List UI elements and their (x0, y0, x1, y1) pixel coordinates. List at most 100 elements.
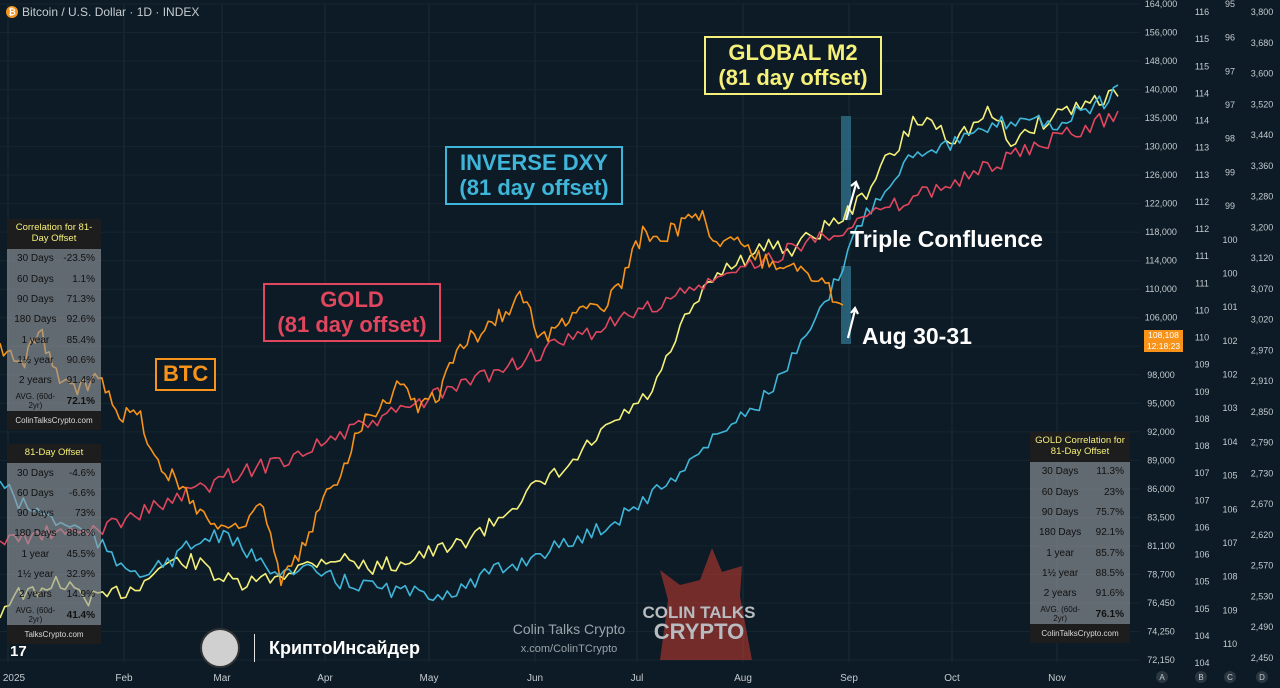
chart-title: Bitcoin / U.S. Dollar · 1D · INDEX (22, 5, 200, 19)
y-tick-gold: 3,070 (1251, 284, 1274, 294)
current-price-time: 12:18:23 (1146, 341, 1181, 351)
y-tick-m2: 114 (1195, 88, 1209, 98)
x-tick-label: Apr (317, 673, 333, 684)
table-row: 180 Days 92.1% (1030, 523, 1130, 543)
y-tick-dxy: 104 (1222, 437, 1237, 447)
y-tick-dxy: 102 (1222, 336, 1237, 346)
y-tick-m2: 107 (1194, 495, 1209, 505)
x-tick-label: 2025 (3, 673, 26, 684)
table-row: 2 years 91.6% (1030, 584, 1130, 604)
table-row: 1½ year 32.9% (7, 564, 101, 584)
annotation-arrows (660, 180, 861, 660)
table-avg-row: AVG. (60d-2yr) 41.4% (7, 605, 101, 625)
highlight-bar-confluence (841, 116, 851, 220)
row-value: 23% (1103, 486, 1124, 498)
axis-letter: D (1259, 673, 1265, 682)
row-label: 2 years (18, 589, 52, 601)
y-tick-m2: 113 (1195, 143, 1209, 153)
row-label: 1½ year (17, 569, 54, 581)
avg-label: AVG. (60d-2yr) (15, 606, 56, 625)
axis-letter-badge[interactable] (1224, 671, 1236, 683)
chart-header: ₿ Bitcoin / U.S. Dollar · 1D · INDEX (6, 5, 199, 19)
row-label: 90 Days (1041, 507, 1079, 519)
y-tick-btc: 92,000 (1147, 427, 1175, 437)
x-tick-label: May (420, 673, 439, 684)
y-tick-gold: 2,530 (1251, 591, 1274, 601)
y-tick-gold: 2,730 (1251, 468, 1274, 478)
y-tick-dxy: 105 (1222, 471, 1237, 481)
current-price-tag: 108,108 12:18:23 (1144, 330, 1183, 352)
y-tick-dxy: 109 (1222, 605, 1237, 615)
y-tick-dxy: 107 (1222, 538, 1237, 548)
table-header: 81-Day Offset (7, 444, 101, 463)
x-tick-label: Jun (527, 673, 543, 684)
avg-value: 76.1% (1095, 608, 1124, 620)
y-tick-btc: 106,000 (1145, 313, 1178, 323)
row-value: 92.6% (66, 314, 95, 326)
table-dxy-correlation: 81-Day Offset 30 Days -4.6% 60 Days -6.6% 90 … (7, 444, 101, 645)
y-tick-gold: 3,680 (1251, 38, 1274, 48)
y-tick-m2: 107 (1194, 468, 1209, 478)
axis-letter-badge[interactable] (1195, 671, 1207, 683)
y-tick-btc: 76,450 (1147, 598, 1175, 608)
axis-letter-badge[interactable] (1156, 671, 1168, 683)
row-value: 1.1% (72, 273, 95, 285)
row-label: 30 Days (1041, 466, 1079, 478)
footer-brand: КриптоИнсайдер (200, 628, 420, 668)
row-label: 1½ year (1042, 567, 1079, 579)
row-value: 90.6% (66, 354, 95, 366)
y-tick-gold: 2,490 (1251, 622, 1274, 632)
y-tick-m2: 114 (1195, 116, 1209, 126)
y-tick-btc: 72,150 (1147, 655, 1175, 665)
y-tick-dxy: 96 (1225, 33, 1235, 43)
highlight-bar-aug (841, 266, 851, 344)
y-tick-dxy: 97 (1225, 100, 1235, 110)
y-tick-btc: 156,000 (1145, 28, 1178, 38)
y-tick-gold: 3,360 (1251, 161, 1274, 171)
row-value: 91.4% (66, 375, 95, 387)
avg-value: 41.4% (66, 609, 95, 621)
y-tick-m2: 104 (1194, 658, 1209, 668)
y-tick-gold: 3,520 (1251, 99, 1274, 109)
table-row: 90 Days 71.3% (7, 289, 101, 309)
y-tick-m2: 116 (1195, 7, 1209, 17)
y-tick-gold: 2,850 (1251, 407, 1274, 417)
y-tick-dxy: 103 (1222, 403, 1237, 413)
avg-label: AVG. (60d-2yr) (1040, 605, 1080, 624)
y-tick-m2: 108 (1194, 441, 1209, 451)
label-global-m2-line2: (81 day offset) (718, 64, 868, 90)
watermark-name: Colin Talks Crypto (512, 621, 626, 637)
table-row: 2 years 91.4% (7, 371, 101, 391)
y-tick-m2: 113 (1195, 170, 1209, 180)
y-tick-btc: 95,000 (1147, 398, 1175, 408)
y-tick-m2: 115 (1195, 61, 1209, 71)
row-value: 88.5% (1095, 567, 1124, 579)
table-footer: ColinTalksCrypto.com (1030, 624, 1130, 644)
table-row: 1½ year 88.5% (1030, 563, 1130, 583)
y-tick-btc: 118,000 (1145, 227, 1177, 237)
x-tick-label: Feb (115, 673, 133, 684)
row-value: 32.9% (66, 569, 95, 581)
row-label: 180 Days (14, 528, 57, 540)
table-row: 180 Days 88.8% (7, 524, 101, 544)
axis-letter-badge[interactable] (1256, 671, 1268, 683)
label-global-m2: GLOBAL M2 (81 day offset) (704, 36, 882, 96)
y-tick-gold: 2,450 (1251, 653, 1274, 663)
watermark-logo-line2: CRYPTO (653, 619, 745, 644)
table-row: 90 Days 73% (7, 504, 101, 524)
row-value: 45.5% (66, 548, 95, 560)
tradingview-logo-icon[interactable]: 17 (10, 643, 27, 660)
row-value: 75.7% (1095, 507, 1124, 519)
y-tick-dxy: 97 (1225, 66, 1235, 76)
row-label: 180 Days (1038, 527, 1082, 539)
row-label: 1 year (21, 334, 50, 346)
y-tick-dxy: 99 (1225, 201, 1235, 211)
row-value: -6.6% (68, 487, 95, 499)
row-label: 180 Days (14, 314, 57, 326)
table-footer: TalksCrypto.com (7, 625, 101, 645)
axis-letter: C (1227, 673, 1233, 682)
row-label: 1 year (1046, 547, 1074, 559)
label-inverse-dxy-line1: INVERSE DXY (460, 150, 608, 175)
y-tick-dxy: 95 (1225, 0, 1235, 9)
